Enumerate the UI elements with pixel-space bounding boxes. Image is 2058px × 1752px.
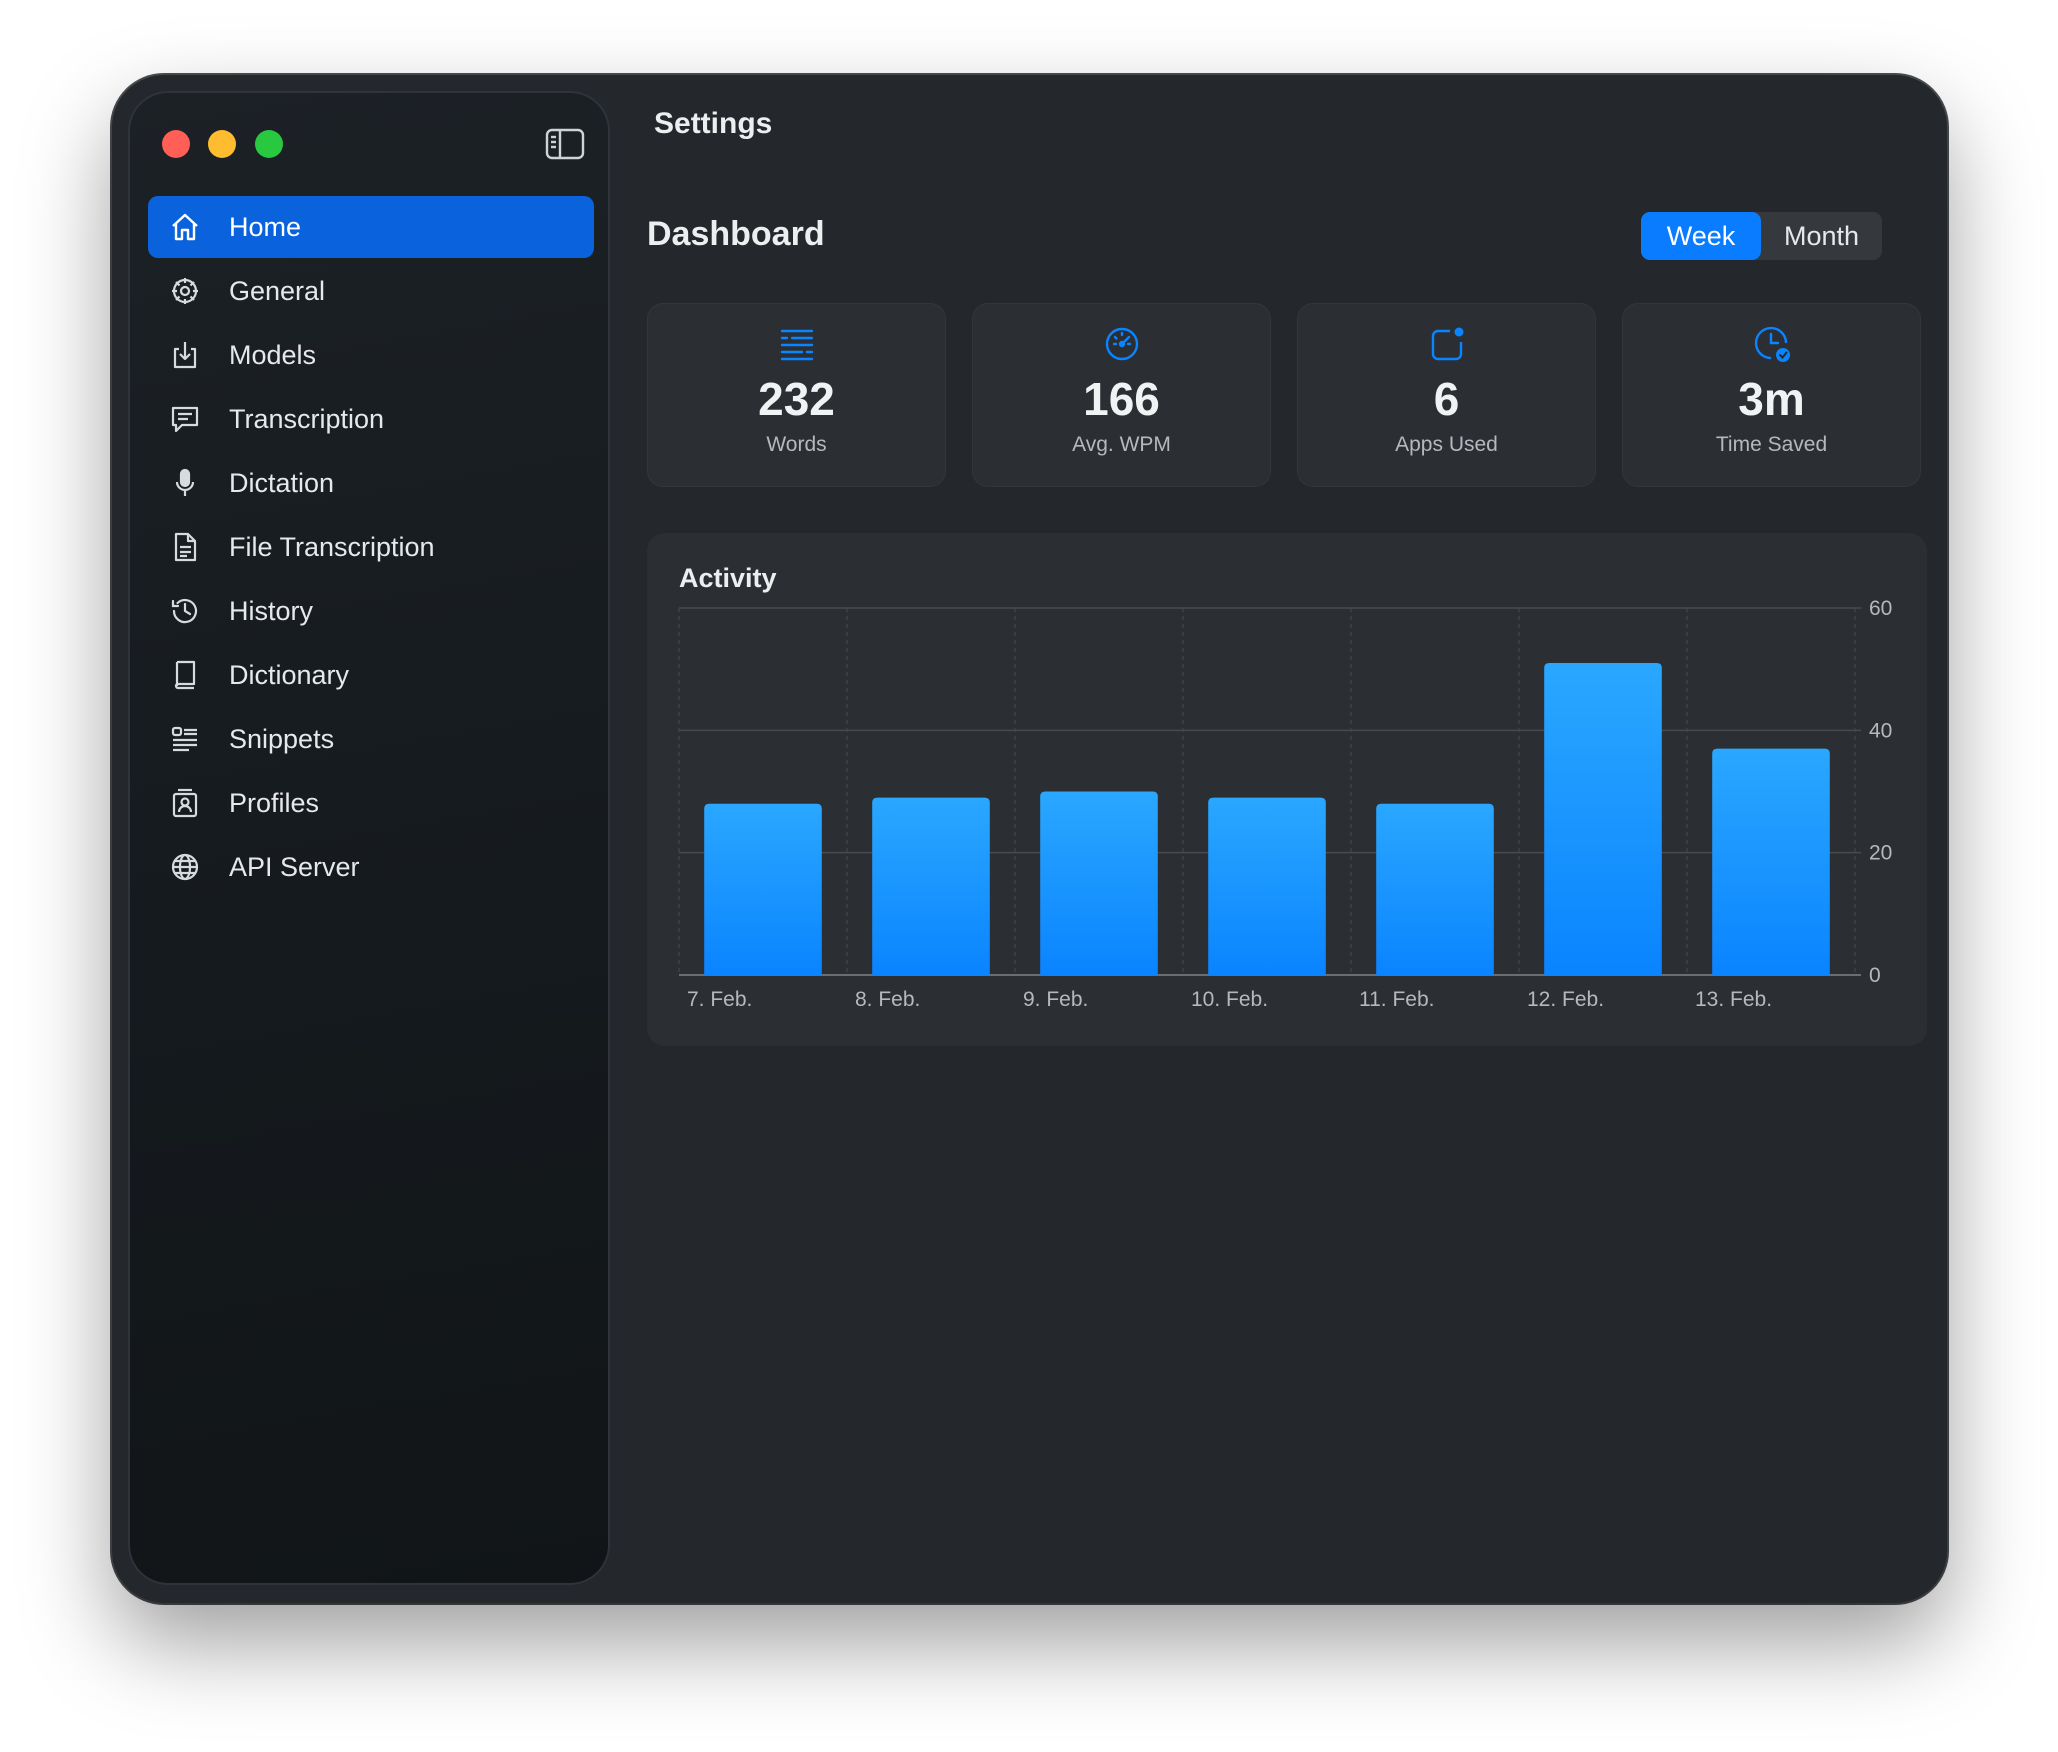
bar bbox=[1712, 748, 1830, 975]
sidebar-item-label: Home bbox=[229, 211, 302, 242]
stat-label: Words bbox=[766, 433, 827, 456]
history-clock-icon bbox=[168, 594, 202, 628]
x-tick-label: 7. Feb. bbox=[687, 988, 752, 1011]
sidebar-item-label: History bbox=[229, 595, 314, 626]
bar bbox=[1208, 797, 1326, 975]
range-segmented-control: Week Month bbox=[1641, 212, 1882, 260]
x-tick-label: 8. Feb. bbox=[855, 988, 920, 1011]
window-title: Settings bbox=[654, 107, 773, 140]
x-tick-label: 13. Feb. bbox=[1695, 988, 1772, 1011]
sidebar-item-api-server[interactable]: API Server bbox=[148, 836, 594, 898]
sidebar-item-label: Models bbox=[229, 339, 317, 370]
bar bbox=[1376, 803, 1494, 975]
y-tick-label: 20 bbox=[1869, 842, 1892, 865]
stat-card-words: 232 Words bbox=[647, 303, 946, 487]
y-tick-label: 40 bbox=[1869, 719, 1892, 742]
sidebar-item-label: Transcription bbox=[229, 403, 385, 434]
stat-label: Avg. WPM bbox=[1072, 433, 1171, 456]
app-badge-icon bbox=[1428, 325, 1466, 363]
bar bbox=[1040, 791, 1158, 975]
sidebar-item-label: Dictionary bbox=[229, 659, 350, 690]
clock-check-icon bbox=[1753, 325, 1791, 363]
profile-badge-icon bbox=[168, 786, 202, 820]
sidebar: Home General Models Transcription bbox=[128, 91, 610, 1585]
sidebar-item-file-transcription[interactable]: File Transcription bbox=[148, 516, 594, 578]
speedometer-icon bbox=[1103, 325, 1141, 363]
sidebar-nav: Home General Models Transcription bbox=[148, 196, 594, 900]
x-tick-label: 11. Feb. bbox=[1359, 988, 1435, 1011]
bar bbox=[704, 803, 822, 975]
sidebar-item-label: File Transcription bbox=[229, 531, 435, 562]
sidebar-item-label: Profiles bbox=[229, 787, 320, 818]
stat-value: 3m bbox=[1738, 373, 1805, 425]
minimize-window-button[interactable] bbox=[208, 130, 236, 158]
stats-cards: 232 Words 166 Avg. WPM 6 Apps Used 3m Ti… bbox=[647, 303, 1927, 487]
sidebar-item-transcription[interactable]: Transcription bbox=[148, 388, 594, 450]
globe-icon bbox=[168, 850, 202, 884]
week-button[interactable]: Week bbox=[1641, 212, 1761, 260]
y-tick-label: 0 bbox=[1869, 964, 1881, 987]
gear-icon bbox=[168, 274, 202, 308]
sidebar-item-snippets[interactable]: Snippets bbox=[148, 708, 594, 770]
sidebar-item-history[interactable]: History bbox=[148, 580, 594, 642]
x-tick-label: 10. Feb. bbox=[1191, 988, 1268, 1011]
page-title: Dashboard bbox=[647, 215, 825, 253]
sidebar-item-profiles[interactable]: Profiles bbox=[148, 772, 594, 834]
month-button[interactable]: Month bbox=[1783, 220, 1860, 251]
sidebar-item-label: API Server bbox=[229, 851, 360, 882]
stat-card-wpm: 166 Avg. WPM bbox=[972, 303, 1271, 487]
activity-chart-panel: Activity 0 20 40 60 7. Feb. 8. Feb. 9. Feb. 10.… bbox=[647, 533, 1927, 1046]
bar bbox=[872, 797, 990, 975]
close-window-button[interactable] bbox=[162, 130, 190, 158]
book-icon bbox=[168, 658, 202, 692]
download-icon bbox=[168, 338, 202, 372]
sidebar-item-models[interactable]: Models bbox=[148, 324, 594, 386]
chart-title: Activity bbox=[679, 563, 777, 593]
sidebar-item-dictionary[interactable]: Dictionary bbox=[148, 644, 594, 706]
stat-card-time-saved: 3m Time Saved bbox=[1622, 303, 1921, 487]
stat-card-apps: 6 Apps Used bbox=[1297, 303, 1596, 487]
home-icon bbox=[168, 210, 202, 244]
sidebar-item-dictation[interactable]: Dictation bbox=[148, 452, 594, 514]
sidebar-item-label: Snippets bbox=[229, 723, 335, 754]
stat-value: 6 bbox=[1433, 373, 1460, 425]
document-icon bbox=[168, 530, 202, 564]
text-lines-icon bbox=[778, 325, 816, 363]
stat-label: Time Saved bbox=[1715, 433, 1828, 456]
y-tick-label: 60 bbox=[1869, 597, 1892, 620]
stat-value: 166 bbox=[1083, 373, 1160, 425]
x-tick-label: 9. Feb. bbox=[1023, 988, 1088, 1011]
zoom-window-button[interactable] bbox=[255, 130, 283, 158]
stat-value: 232 bbox=[758, 373, 835, 425]
activity-bar-chart: 0 20 40 60 7. Feb. 8. Feb. 9. Feb. 10. Feb. 11. … bbox=[678, 597, 1892, 1011]
sidebar-item-label: General bbox=[229, 275, 326, 306]
sidebar-item-label: Dictation bbox=[229, 467, 335, 498]
sidebar-item-home[interactable]: Home bbox=[148, 196, 594, 258]
stat-label: Apps Used bbox=[1395, 433, 1498, 456]
bar bbox=[1544, 663, 1662, 975]
x-tick-label: 12. Feb. bbox=[1527, 988, 1604, 1011]
sidebar-toggle-icon[interactable] bbox=[545, 127, 585, 161]
sidebar-item-general[interactable]: General bbox=[148, 260, 594, 322]
app-window: Home General Models Transcription bbox=[112, 75, 1947, 1603]
speech-bubble-icon bbox=[168, 402, 202, 436]
snippets-list-icon bbox=[168, 722, 202, 756]
microphone-icon bbox=[168, 466, 202, 500]
